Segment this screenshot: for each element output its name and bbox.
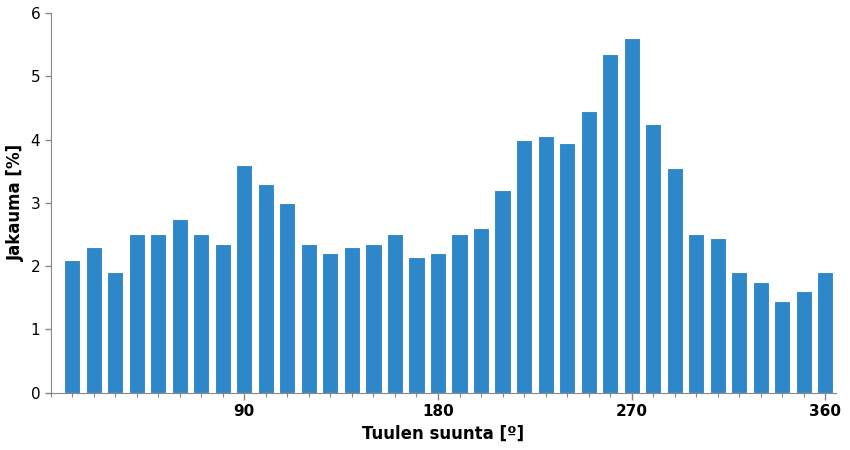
Bar bbox=[193, 234, 209, 393]
Bar bbox=[150, 234, 167, 393]
Bar bbox=[451, 234, 468, 393]
Bar bbox=[688, 234, 705, 393]
X-axis label: Tuulen suunta [º]: Tuulen suunta [º] bbox=[362, 425, 524, 443]
Bar bbox=[710, 238, 726, 393]
Bar bbox=[301, 244, 317, 393]
Bar bbox=[753, 282, 769, 393]
Bar bbox=[387, 234, 403, 393]
Bar bbox=[495, 190, 511, 393]
Bar bbox=[322, 253, 338, 393]
Bar bbox=[107, 272, 123, 393]
Bar bbox=[215, 244, 231, 393]
Bar bbox=[172, 219, 188, 393]
Bar bbox=[645, 124, 661, 393]
Bar bbox=[344, 247, 360, 393]
Bar bbox=[64, 260, 80, 393]
Bar bbox=[516, 140, 532, 393]
Bar bbox=[796, 292, 812, 393]
Bar bbox=[366, 244, 382, 393]
Bar bbox=[408, 256, 424, 393]
Bar bbox=[581, 111, 597, 393]
Bar bbox=[774, 301, 790, 393]
Bar bbox=[559, 143, 575, 393]
Bar bbox=[258, 184, 274, 393]
Bar bbox=[86, 247, 102, 393]
Y-axis label: Jakauma [%]: Jakauma [%] bbox=[7, 144, 25, 261]
Bar bbox=[473, 228, 489, 393]
Bar bbox=[817, 272, 833, 393]
Bar bbox=[280, 203, 296, 393]
Bar bbox=[666, 168, 683, 393]
Bar bbox=[731, 272, 747, 393]
Bar bbox=[624, 38, 640, 393]
Bar bbox=[430, 253, 446, 393]
Bar bbox=[128, 234, 144, 393]
Bar bbox=[236, 165, 252, 393]
Bar bbox=[602, 54, 618, 393]
Bar bbox=[537, 136, 553, 393]
